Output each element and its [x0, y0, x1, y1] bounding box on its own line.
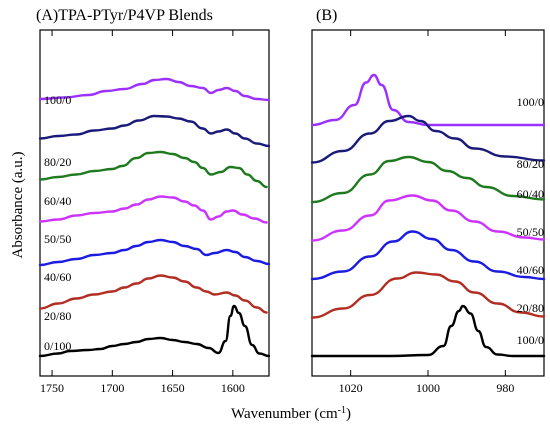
x-tick-label: 1650 — [161, 381, 185, 395]
series-line-80-20 — [310, 114, 546, 164]
series-line-20-80 — [38, 274, 268, 314]
series-label-40-60: 40/60 — [517, 263, 544, 277]
x-axis-label: Wavenumber (cm-1) — [231, 405, 351, 423]
series-label-20-80: 20/80 — [517, 301, 544, 315]
x-tick-label: 1600 — [221, 381, 245, 395]
series-label-100-0: 100/0 — [517, 95, 544, 109]
series-line-0-100 — [38, 304, 271, 358]
series-label-100-0: 100/0 — [44, 93, 71, 107]
series-label-40-60: 40/60 — [44, 270, 71, 284]
panel-a-title: (A)TPA-PTyr/P4VP Blends — [36, 7, 213, 24]
series-line-60-40 — [38, 150, 268, 189]
panel-b-title: (B) — [316, 7, 337, 24]
series-line-60-40 — [310, 155, 546, 204]
x-axis-label-superscript: -1 — [338, 405, 346, 416]
y-axis-label: Absorbance (a.u.) — [10, 151, 26, 258]
series-line-50-50 — [38, 195, 268, 224]
panel-b: 1020 1000 980 100/0 80/20 60/40 50/50 40/60 20/8… — [310, 30, 546, 395]
series-label-50-50: 50/50 — [517, 225, 544, 239]
x-axis-label-text: Wavenumber (cm — [231, 406, 338, 422]
series-label-100-0: 100/0 — [517, 333, 544, 347]
series-label-50-50: 50/50 — [44, 232, 71, 246]
panel-b-frame — [311, 29, 545, 377]
x-axis-label-close: ) — [346, 406, 351, 422]
x-tick-label: 980 — [496, 381, 514, 395]
x-tick-label: 1020 — [339, 381, 363, 395]
series-line-100-0 — [310, 73, 546, 127]
series-line-100-0 — [310, 304, 546, 358]
series-label-60-40: 60/40 — [517, 187, 544, 201]
series-line-40-60 — [310, 230, 546, 281]
series-line-40-60 — [38, 238, 271, 267]
series-line-100-0 — [38, 77, 271, 102]
series-line-80-20 — [38, 114, 271, 148]
series-line-20-80 — [310, 271, 546, 319]
panel-a-frame — [39, 29, 270, 377]
series-label-80-20: 80/20 — [517, 157, 544, 171]
series-label-80-20: 80/20 — [44, 155, 71, 169]
x-tick-label: 1700 — [100, 381, 124, 395]
series-label-60-40: 60/40 — [44, 194, 71, 208]
series-label-0-100: 0/100 — [44, 339, 71, 353]
series-line-50-50 — [310, 194, 546, 242]
x-tick-label: 1000 — [416, 381, 440, 395]
x-tick-label: 1750 — [40, 381, 64, 395]
series-label-20-80: 20/80 — [44, 309, 71, 323]
panel-a: 1750 1700 1650 1600 100/0 80/20 60/40 50/50 40/6… — [38, 30, 271, 395]
